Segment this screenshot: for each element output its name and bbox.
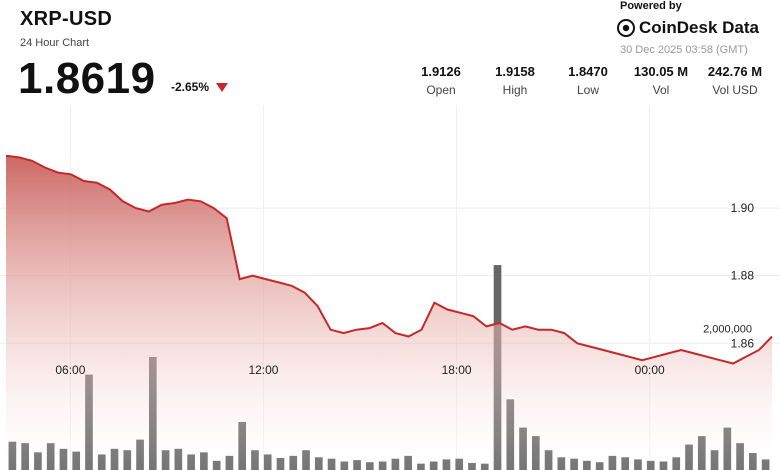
stat-low: 1.8470 Low [553, 64, 623, 97]
brand-name: CoinDesk Data [639, 18, 759, 37]
stat-vol-usd: 242.76 M Vol USD [700, 64, 770, 97]
stats-row: 1.9126 Open 1.9158 High 1.8470 Low 130.0… [0, 64, 780, 104]
chart-subtitle: 24 Hour Chart [20, 37, 90, 49]
y-axis-ticks: 1.86 1.88 1.90 [731, 201, 755, 350]
volume-tick-label: 2,000,000 [703, 324, 752, 336]
stat-label: High [502, 83, 528, 97]
stat-label: Vol [652, 83, 670, 97]
stat-label: Open [426, 83, 456, 97]
y-tick-label: 1.88 [731, 269, 755, 283]
volume-axis: 2,000,000 [703, 324, 752, 336]
symbol-title: XRP-USD [20, 8, 113, 30]
stat-value: 1.8470 [568, 64, 608, 79]
stat-value: 242.76 M [707, 64, 763, 79]
stat-label: Vol USD [712, 83, 758, 97]
stat-vol: 130.05 M Vol [626, 64, 696, 97]
powered-by-label: Powered by [620, 0, 682, 12]
stat-high: 1.9158 High [480, 64, 550, 97]
x-tick-label: 06:00 [55, 363, 85, 377]
down-arrow-icon [216, 83, 228, 92]
current-price: 1.8619 [18, 54, 156, 103]
price-line [5, 154, 773, 365]
x-axis-ticks: 06:00 12:00 18:00 00:00 [55, 363, 665, 377]
coindesk-logo-icon [617, 19, 635, 37]
x-tick-label: 18:00 [442, 363, 472, 377]
timestamp: 30 Dec 2025 03:58 (GMT) [620, 44, 748, 56]
stat-value: 1.9126 [421, 64, 461, 79]
stat-label: Low [576, 83, 599, 97]
x-tick-label: 12:00 [248, 363, 278, 377]
x-tick-label: 00:00 [635, 363, 665, 377]
stat-value: 130.05 M [633, 64, 689, 79]
y-tick-label: 1.90 [731, 201, 755, 215]
stat-open: 1.9126 Open [406, 64, 476, 97]
y-tick-label: 1.86 [731, 336, 755, 350]
stat-value: 1.9158 [495, 64, 535, 79]
price-change: -2.65% [171, 80, 210, 94]
price-area [6, 155, 772, 470]
brand-logo[interactable]: CoinDesk Data [617, 18, 759, 38]
